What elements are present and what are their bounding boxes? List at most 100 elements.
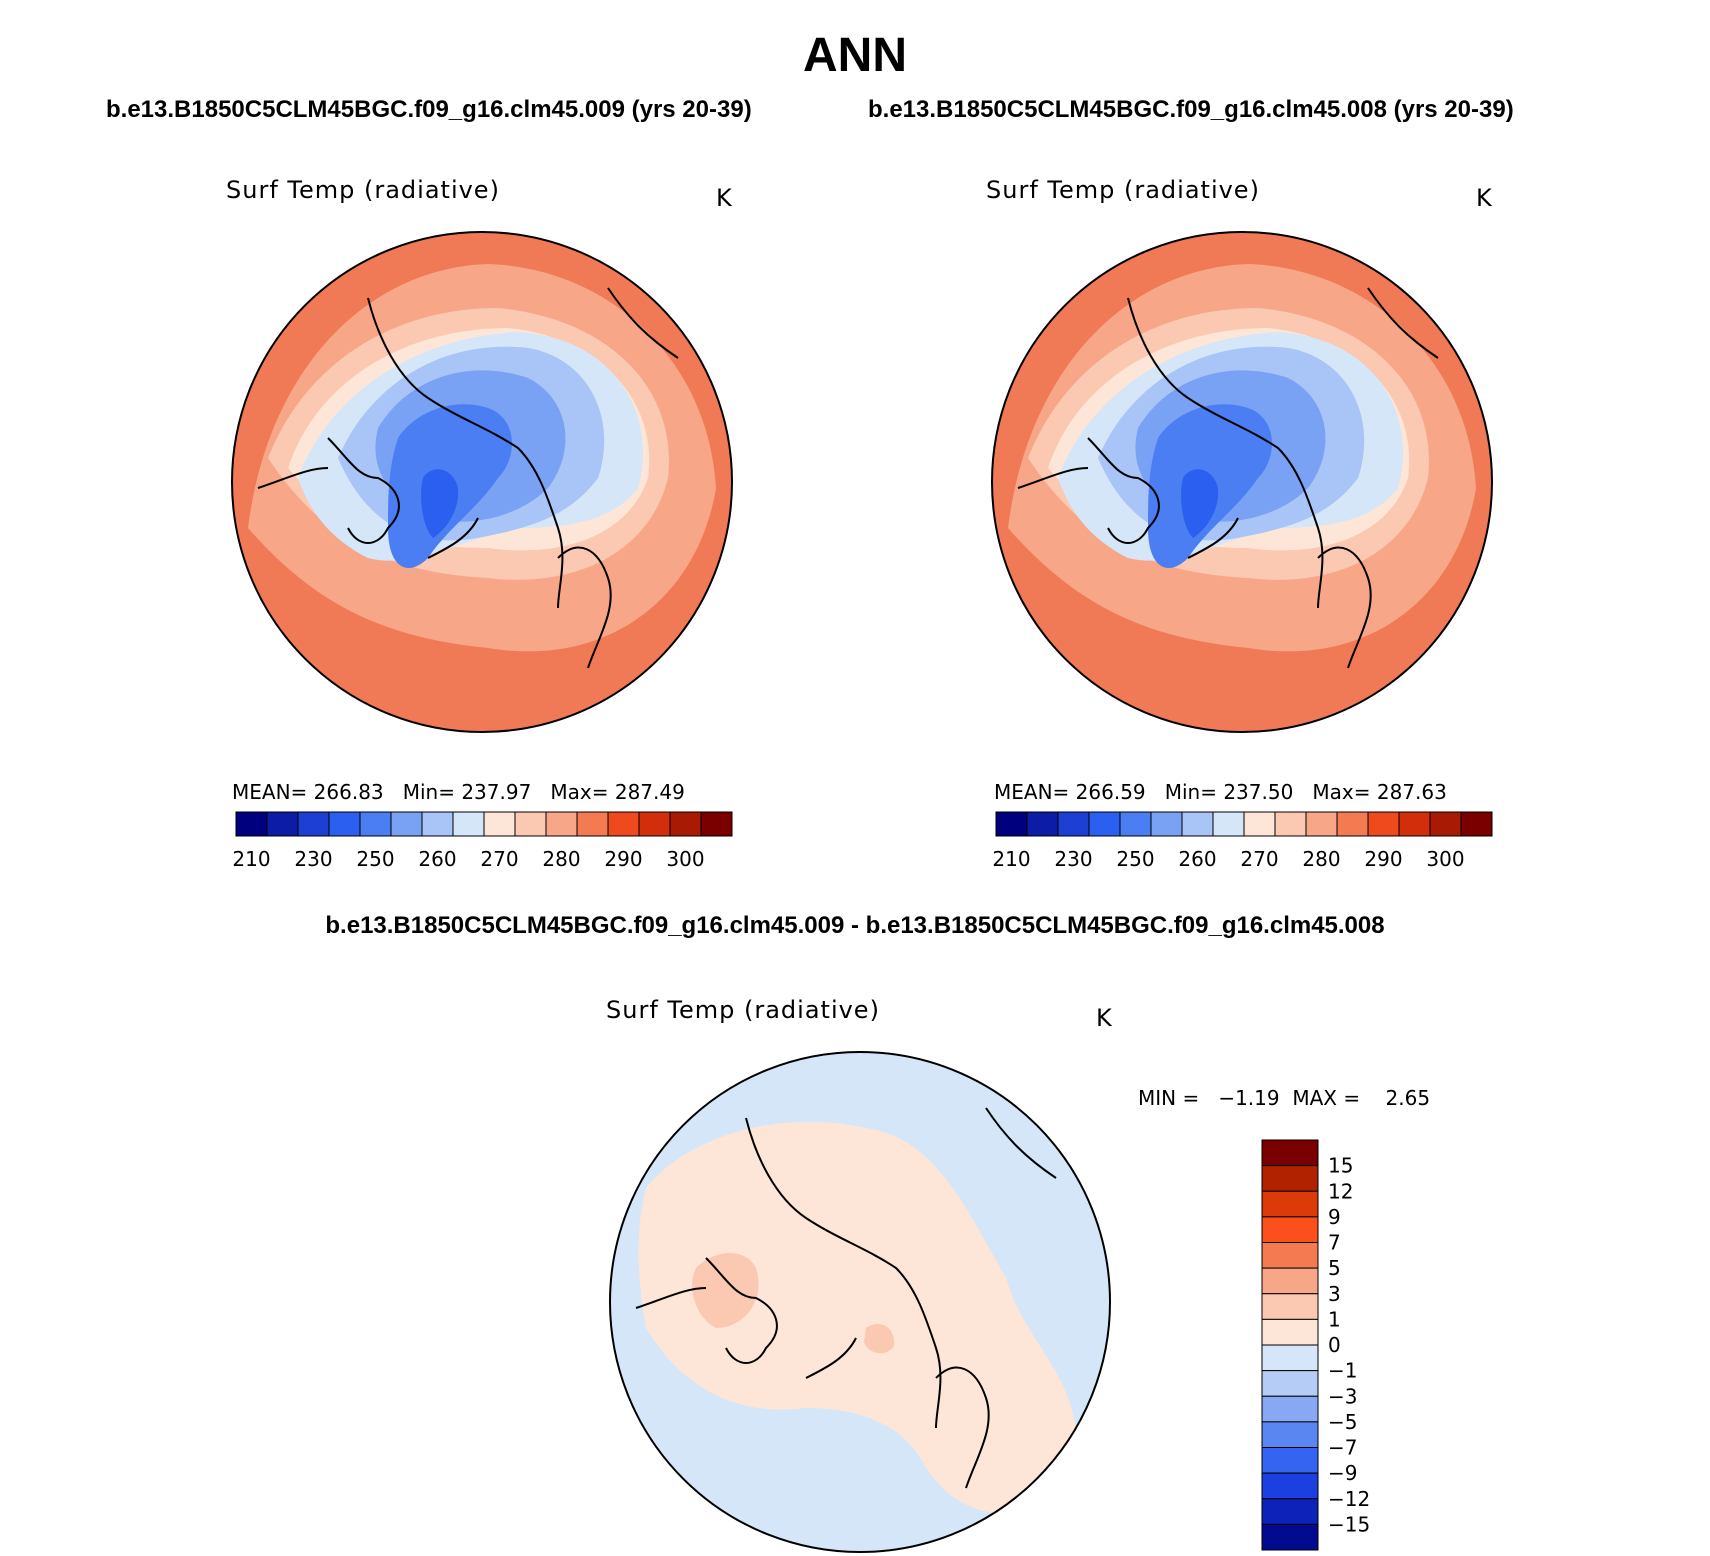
colorbar-swatch xyxy=(1212,811,1245,837)
colorbar-swatch xyxy=(1429,811,1462,837)
colorbar-swatch xyxy=(1336,811,1369,837)
panel2-max-label: Max= xyxy=(1312,780,1371,804)
case-title-left: b.e13.B1850C5CLM45BGC.f09_g16.clm45.009 … xyxy=(106,96,752,123)
colorbar-tick-label: −9 xyxy=(1328,1461,1357,1485)
panel2-variable-label: Surf Temp (radiative) xyxy=(986,176,1260,204)
panel3-band-positive xyxy=(638,1121,1078,1513)
colorbar-swatch xyxy=(1261,1498,1319,1525)
panel3-min-label: MIN = xyxy=(1138,1086,1200,1110)
colorbar-swatch xyxy=(235,811,268,837)
colorbar-tick-label: 7 xyxy=(1328,1231,1341,1255)
colorbar-swatch xyxy=(1305,811,1338,837)
panel3-polar-map xyxy=(609,1051,1111,1553)
panel2-mean-label: MEAN= xyxy=(994,780,1070,804)
colorbar-tick-label: 270 xyxy=(480,847,518,871)
panel2-max-value: 287.63 xyxy=(1376,780,1447,804)
colorbar-tick-label: 230 xyxy=(294,847,332,871)
panel3-min-value: −1.19 xyxy=(1218,1086,1280,1110)
colorbar-swatch xyxy=(1261,1139,1319,1167)
panel1-min-label: Min= xyxy=(402,780,455,804)
colorbar-swatch xyxy=(1261,1242,1319,1269)
colorbar-swatch xyxy=(1261,1395,1319,1423)
colorbar-tick-label: 0 xyxy=(1328,1333,1341,1357)
panel1-band-extreme xyxy=(421,469,459,538)
colorbar-swatch xyxy=(1243,811,1276,837)
panel2-mean-value: 266.59 xyxy=(1075,780,1146,804)
colorbar-tick-label: 210 xyxy=(232,847,270,871)
colorbar-swatch xyxy=(1261,1344,1319,1372)
colorbar-tick-label: 15 xyxy=(1328,1154,1353,1178)
colorbar-tick-label: 300 xyxy=(666,847,704,871)
colorbar-swatch xyxy=(1150,811,1183,837)
colorbar-swatch xyxy=(638,811,671,837)
panel1-polar-map xyxy=(231,231,733,733)
panel3-max-label: MAX = xyxy=(1292,1086,1361,1110)
colorbar-swatch xyxy=(514,811,547,837)
colorbar-tick-label: 3 xyxy=(1328,1282,1341,1306)
panel2-min-value: 237.50 xyxy=(1223,780,1294,804)
colorbar-swatch xyxy=(1261,1216,1319,1243)
colorbar-swatch xyxy=(297,811,330,837)
panel3-band-strong-b xyxy=(864,1324,895,1354)
colorbar-swatch xyxy=(995,811,1028,837)
colorbar-swatch xyxy=(1088,811,1121,837)
panel2-polar-map xyxy=(991,231,1493,733)
colorbar-swatch xyxy=(700,811,733,837)
panel1-mean-label: MEAN= xyxy=(232,780,308,804)
colorbar-swatch xyxy=(669,811,702,837)
panel1-colorbar: 210 230 250 260 270 280 290 300 xyxy=(232,811,733,871)
colorbar-tick-label: 250 xyxy=(356,847,394,871)
case-title-right: b.e13.B1850C5CLM45BGC.f09_g16.clm45.008 … xyxy=(868,96,1514,123)
colorbar-swatch xyxy=(328,811,361,837)
colorbar-tick-label: 230 xyxy=(1054,847,1092,871)
colorbar-swatch xyxy=(1261,1421,1319,1448)
colorbar-swatch xyxy=(1460,811,1493,837)
colorbar-tick-label: 280 xyxy=(542,847,580,871)
panel3-stats: MIN = −1.19 MAX = 2.65 xyxy=(1138,1086,1430,1110)
panel1-mean-value: 266.83 xyxy=(313,780,384,804)
panel3-units-label: K xyxy=(1096,1004,1113,1032)
colorbar-tick-label: 260 xyxy=(1178,847,1216,871)
colorbar-swatch xyxy=(483,811,516,837)
colorbar-swatch xyxy=(1261,1447,1319,1474)
colorbar-tick-label: 290 xyxy=(604,847,642,871)
panel3-variable-label: Surf Temp (radiative) xyxy=(606,996,880,1024)
colorbar-swatch xyxy=(1261,1472,1319,1500)
colorbar-swatch xyxy=(576,811,609,837)
page-title: ANN xyxy=(803,29,907,82)
colorbar-tick-label: 1 xyxy=(1328,1307,1341,1331)
colorbar-swatch xyxy=(1367,811,1400,837)
colorbar-tick-label: 280 xyxy=(1302,847,1340,871)
colorbar-swatch xyxy=(1274,811,1307,837)
colorbar-tick-label: −3 xyxy=(1328,1384,1357,1408)
colorbar-tick-label: 210 xyxy=(992,847,1030,871)
colorbar-swatch xyxy=(421,811,454,837)
colorbar-swatch xyxy=(545,811,578,837)
colorbar-swatch xyxy=(1261,1523,1319,1551)
panel3-band-strong-a xyxy=(692,1253,759,1328)
panel2-band-extreme xyxy=(1181,469,1219,538)
colorbar-tick-label: 290 xyxy=(1364,847,1402,871)
panel2-stats: MEAN= 266.59 Min= 237.50 Max= 287.63 xyxy=(994,780,1447,804)
colorbar-tick-label: −7 xyxy=(1328,1436,1357,1460)
colorbar-swatch xyxy=(1261,1165,1319,1192)
colorbar-swatch xyxy=(1261,1190,1319,1218)
colorbar-swatch xyxy=(1057,811,1090,837)
panel2-min-label: Min= xyxy=(1164,780,1217,804)
colorbar-tick-label: −1 xyxy=(1328,1359,1357,1383)
colorbar-swatch xyxy=(607,811,640,837)
colorbar-tick-label: 9 xyxy=(1328,1205,1341,1229)
colorbar-swatch xyxy=(390,811,423,837)
panel3-max-value: 2.65 xyxy=(1385,1086,1431,1110)
panel1-variable-label: Surf Temp (radiative) xyxy=(226,176,500,204)
colorbar-swatch xyxy=(1261,1370,1319,1397)
panel1-units-label: K xyxy=(716,184,733,212)
colorbar-swatch xyxy=(266,811,299,837)
difference-title: b.e13.B1850C5CLM45BGC.f09_g16.clm45.009 … xyxy=(325,912,1385,939)
colorbar-swatch xyxy=(1261,1293,1319,1320)
colorbar-tick-label: 300 xyxy=(1426,847,1464,871)
panel2-coastlines xyxy=(1017,287,1439,669)
panel1-min-value: 237.97 xyxy=(461,780,532,804)
colorbar-tick-label: 270 xyxy=(1240,847,1278,871)
